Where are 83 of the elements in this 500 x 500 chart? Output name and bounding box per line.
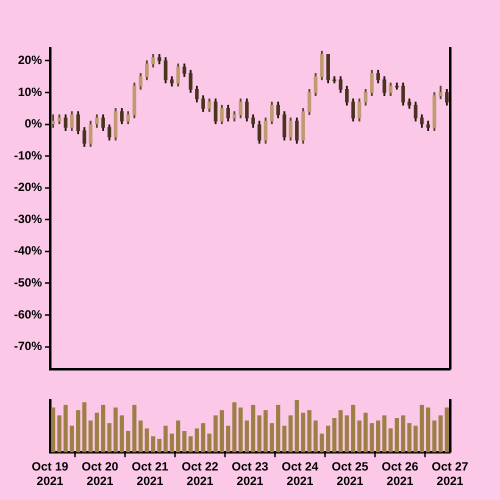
bar <box>64 404 68 452</box>
bar <box>82 402 86 452</box>
bar <box>444 408 449 452</box>
bar <box>194 428 199 452</box>
bar <box>388 428 393 452</box>
x-tick-label: Oct 24 2021 <box>282 460 319 488</box>
bar <box>144 428 149 452</box>
y-tick-label: 0% <box>24 116 42 131</box>
y-tick-label: -70% <box>14 339 42 354</box>
bar <box>357 420 362 452</box>
x-tick-label: Oct 20 2021 <box>82 460 119 488</box>
x-tick-label: Oct 22 2021 <box>182 460 219 488</box>
bar <box>182 430 186 452</box>
bar <box>414 426 418 452</box>
bar <box>94 412 99 452</box>
bar <box>364 412 368 452</box>
bar <box>314 420 318 452</box>
bar <box>214 415 218 452</box>
bar <box>288 415 293 452</box>
bar <box>282 426 286 452</box>
x-tick-label: Oct 26 2021 <box>382 460 419 488</box>
bar <box>151 436 156 452</box>
bar <box>382 415 386 452</box>
bar <box>301 412 306 452</box>
bar <box>426 408 430 452</box>
y-tick-label: -40% <box>14 244 42 258</box>
bar <box>51 408 56 452</box>
bar <box>307 410 312 452</box>
x-tick-label: Oct 19 2021 <box>32 460 69 488</box>
bar <box>276 404 280 452</box>
bar <box>132 404 136 452</box>
bar <box>120 415 124 452</box>
bar <box>394 418 399 452</box>
bar <box>370 423 374 452</box>
y-tick-label: -20% <box>14 180 42 194</box>
bar <box>188 436 193 452</box>
bar <box>70 426 74 452</box>
y-tick-label: 10% <box>18 84 42 99</box>
bar <box>107 423 112 452</box>
bar <box>232 402 236 452</box>
bar <box>438 415 443 452</box>
bar <box>176 420 180 452</box>
bar <box>332 418 336 452</box>
bar <box>257 415 262 452</box>
bar <box>270 423 274 452</box>
y-tick-label: -30% <box>14 212 42 226</box>
bar <box>238 408 243 452</box>
bar <box>351 404 356 452</box>
bar <box>201 423 206 452</box>
bar <box>376 420 380 452</box>
x-tick-label: Oct 21 2021 <box>132 460 169 488</box>
bar <box>251 404 256 452</box>
bar <box>57 415 62 452</box>
bar <box>326 426 330 452</box>
bar <box>401 415 406 452</box>
bar <box>244 420 249 452</box>
bar <box>320 434 324 452</box>
bar <box>164 426 168 452</box>
bar <box>264 410 268 452</box>
bar <box>126 430 130 452</box>
bar <box>338 410 343 452</box>
x-tick-label: Oct 23 2021 <box>232 460 269 488</box>
bar <box>294 400 299 452</box>
bar <box>170 434 174 452</box>
y-tick-label: -10% <box>14 148 42 162</box>
bar <box>88 420 93 452</box>
bar <box>157 438 162 452</box>
y-tick-label: 20% <box>18 53 42 68</box>
bar <box>220 410 224 452</box>
bar <box>207 434 212 452</box>
bar <box>344 415 349 452</box>
x-tick-label: Oct 27 2021 <box>432 460 469 488</box>
y-tick-label: -60% <box>14 307 42 322</box>
y-tick-label: -50% <box>14 276 42 290</box>
bar <box>76 410 80 452</box>
bar <box>138 420 143 452</box>
bar <box>114 408 118 452</box>
bar <box>420 404 424 452</box>
bar <box>226 426 230 452</box>
bar <box>432 420 436 452</box>
x-tick-label: Oct 25 2021 <box>332 460 369 488</box>
bar <box>101 404 106 452</box>
bar <box>407 423 412 452</box>
